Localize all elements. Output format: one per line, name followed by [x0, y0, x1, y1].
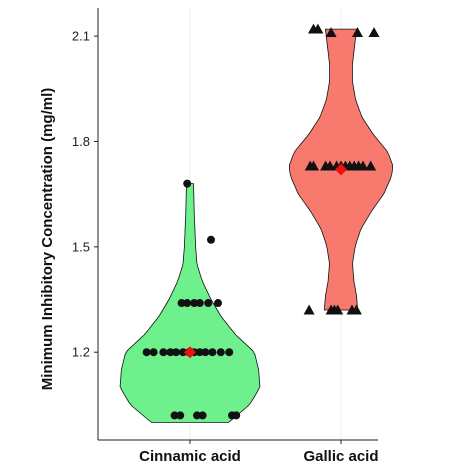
data-point-cinnamic-9 — [142, 348, 151, 357]
x-tick-label-2: Gallic acid — [303, 448, 378, 465]
data-point-cinnamic-12 — [166, 348, 175, 357]
data-point-cinnamic-20 — [216, 348, 225, 357]
ticks-layer: 1.2 1.5 1.8 2.1 Cinnamic acid Gallic acid — [72, 29, 379, 465]
data-point-cinnamic-2 — [207, 235, 215, 244]
data-point-cinnamic-19 — [208, 348, 217, 357]
mean-marker-gallic-acid — [335, 163, 347, 176]
data-point-cinnamic-11 — [159, 348, 168, 357]
data-point-cinnamic-24 — [193, 411, 201, 420]
data-point-cinnamic-3 — [177, 299, 186, 308]
y-tick-label-4: 2.1 — [72, 29, 90, 44]
data-point-gallic-16 — [357, 160, 369, 171]
data-point-cinnamic-13 — [172, 348, 180, 357]
data-point-cinnamic-8 — [214, 299, 222, 308]
data-point-gallic-4 — [352, 27, 363, 37]
data-point-cinnamic-23 — [176, 411, 185, 420]
data-point-gallic-7 — [308, 160, 319, 171]
data-point-cinnamic-10 — [149, 348, 158, 357]
data-point-cinnamic-14 — [179, 348, 187, 357]
data-point-gallic-5 — [368, 27, 380, 37]
data-point-cinnamic-27 — [232, 411, 241, 420]
data-point-gallic-3 — [325, 27, 337, 37]
data-point-gallic-21 — [332, 304, 344, 315]
data-point-cinnamic-4 — [183, 299, 192, 308]
data-point-cinnamic-25 — [198, 411, 207, 420]
axes-layer — [97, 8, 378, 441]
mean-marker-cinnamic-acid — [184, 346, 196, 359]
data-point-gallic-17 — [365, 160, 377, 171]
data-point-cinnamic-21 — [225, 348, 234, 357]
x-tick-label-1: Cinnamic acid — [139, 448, 241, 465]
data-point-cinnamic-17 — [195, 348, 204, 357]
y-axis-title: Minimum Inhibitory Concentration (mg/ml) — [39, 88, 56, 391]
violin-layer — [119, 28, 394, 423]
data-point-cinnamic-6 — [195, 299, 204, 308]
data-point-gallic-23 — [350, 304, 362, 315]
data-point-cinnamic-5 — [190, 299, 199, 308]
points-layer — [142, 23, 380, 420]
data-point-gallic-2 — [312, 23, 324, 34]
data-point-cinnamic-18 — [201, 348, 210, 357]
data-point-cinnamic-7 — [204, 299, 213, 308]
y-tick-label-1: 1.2 — [72, 345, 90, 360]
y-tick-label-3: 1.8 — [72, 134, 90, 149]
data-point-cinnamic-1 — [183, 179, 192, 188]
data-point-cinnamic-22 — [170, 411, 179, 420]
y-tick-label-2: 1.5 — [72, 239, 90, 254]
data-point-gallic-18 — [303, 304, 315, 315]
